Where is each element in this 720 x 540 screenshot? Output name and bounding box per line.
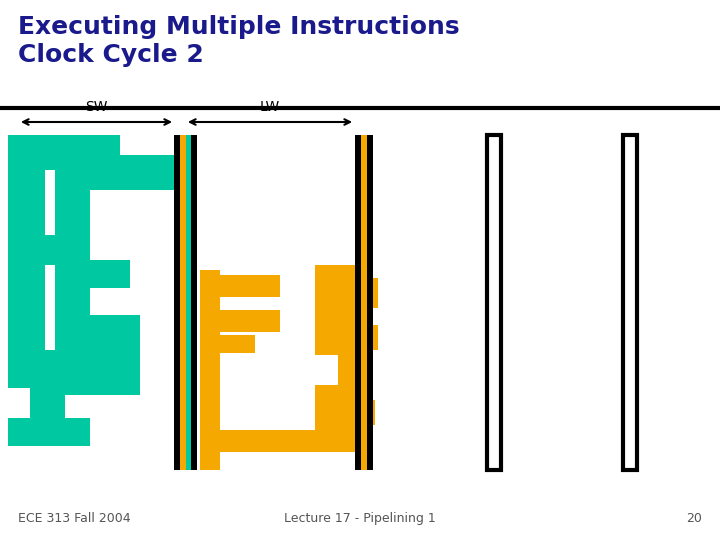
Bar xyxy=(8,135,45,350)
Text: Executing Multiple Instructions
Clock Cycle 2: Executing Multiple Instructions Clock Cy… xyxy=(18,15,459,67)
Bar xyxy=(8,350,110,388)
Text: LW: LW xyxy=(260,100,280,114)
Bar xyxy=(30,388,65,430)
Bar xyxy=(200,430,365,452)
Bar xyxy=(8,235,80,265)
Bar xyxy=(355,400,375,425)
Text: 20: 20 xyxy=(686,512,702,525)
Bar xyxy=(338,270,358,452)
Text: SW: SW xyxy=(85,100,107,114)
Bar xyxy=(200,275,280,297)
Bar xyxy=(358,325,378,350)
Bar xyxy=(180,135,186,470)
Bar xyxy=(174,135,180,470)
Bar xyxy=(623,135,637,470)
Bar xyxy=(200,310,280,332)
Bar xyxy=(55,315,140,395)
Bar xyxy=(55,155,90,365)
Text: ECE 313 Fall 2004: ECE 313 Fall 2004 xyxy=(18,512,130,525)
Bar xyxy=(55,260,130,288)
Text: Lecture 17 - Pipelining 1: Lecture 17 - Pipelining 1 xyxy=(284,512,436,525)
Bar xyxy=(358,278,378,308)
Bar xyxy=(315,385,360,440)
Bar xyxy=(200,335,255,353)
Bar xyxy=(355,135,361,470)
Bar xyxy=(8,135,120,170)
Bar xyxy=(200,270,220,470)
Bar xyxy=(361,135,367,470)
Bar xyxy=(8,418,90,446)
Bar xyxy=(191,135,197,470)
Bar xyxy=(367,135,373,470)
Bar xyxy=(315,265,365,355)
Bar xyxy=(186,135,191,470)
Bar xyxy=(55,155,175,190)
Bar xyxy=(487,135,501,470)
